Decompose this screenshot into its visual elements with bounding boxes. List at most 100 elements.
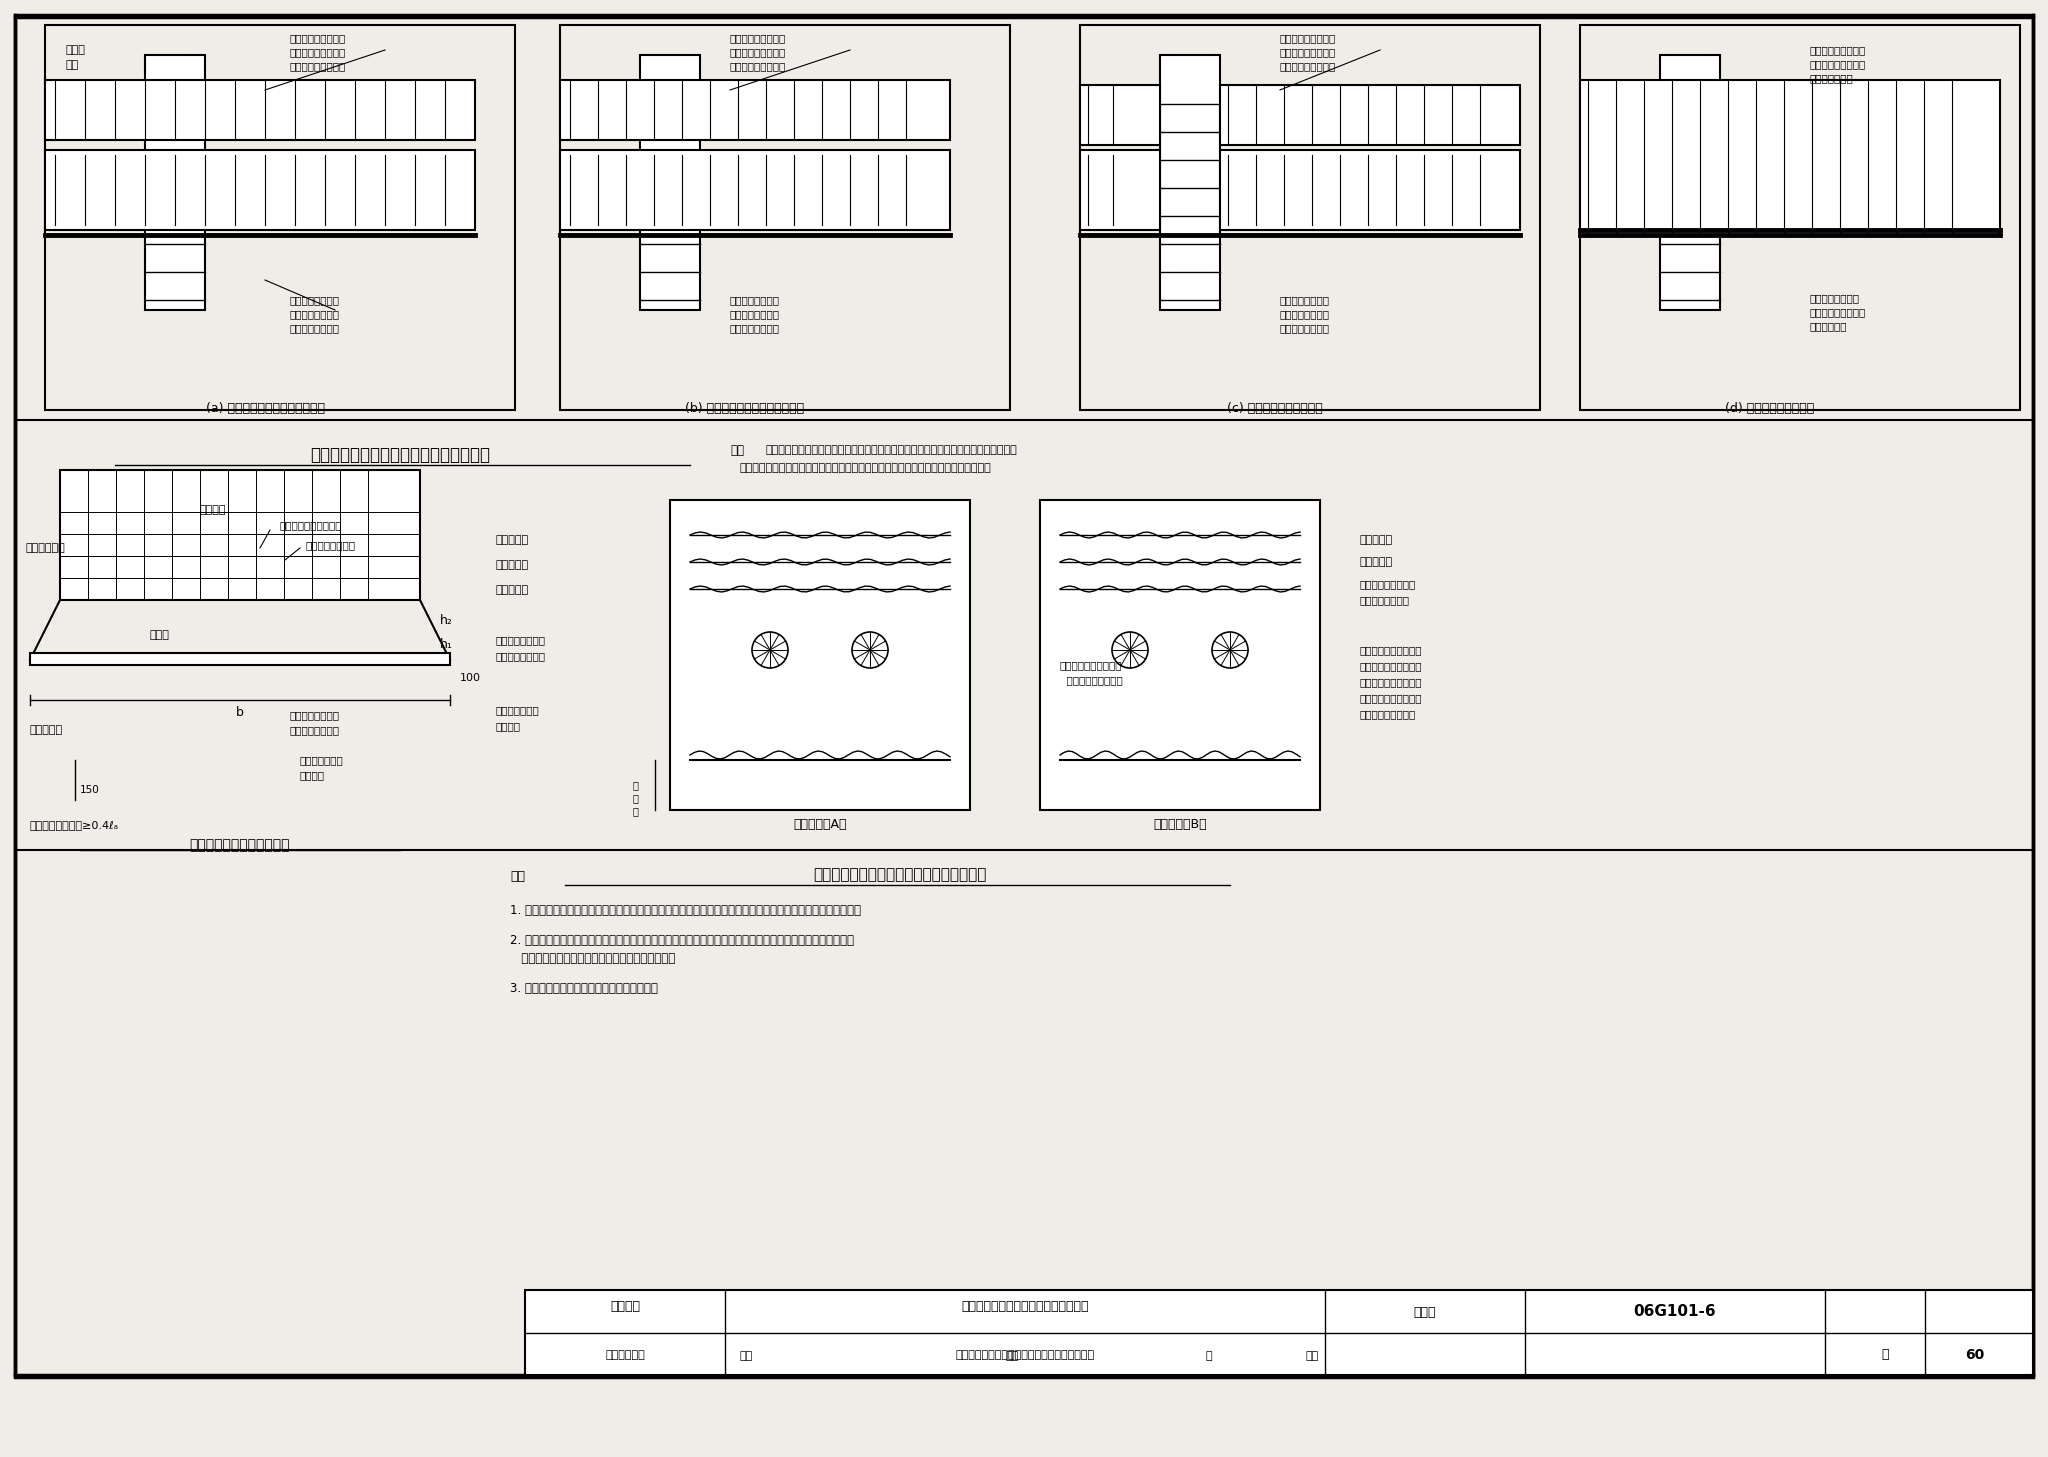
Bar xyxy=(1079,25,1540,409)
Text: 06G101-6: 06G101-6 xyxy=(1634,1304,1716,1320)
Bar xyxy=(1079,85,1159,146)
Text: 板受力钢筋保护层: 板受力钢筋保护层 xyxy=(496,651,545,661)
Bar xyxy=(524,1289,2034,1375)
Text: 设计: 设计 xyxy=(1305,1351,1319,1361)
Bar xyxy=(1579,25,2019,409)
Bar xyxy=(559,80,950,140)
Text: 2. 钢筋层面二：某方向基础梁的底部纵筋，与该方向垂直相交的另一方向条形基础板的底部受力钢筋及另一方: 2. 钢筋层面二：某方向基础梁的底部纵筋，与该方向垂直相交的另一方向条形基础板的… xyxy=(510,934,854,947)
Text: 校对: 校对 xyxy=(1006,1351,1018,1361)
Text: 基础底板受力钢筋: 基础底板受力钢筋 xyxy=(305,541,354,549)
Bar xyxy=(45,150,475,230)
Text: 截面较高的条形基: 截面较高的条形基 xyxy=(1280,294,1329,305)
Text: 钢筋层面三: 钢筋层面三 xyxy=(1360,535,1393,545)
Text: (c) 梁截面不等高十字相交: (c) 梁截面不等高十字相交 xyxy=(1227,402,1323,414)
Text: 混: 混 xyxy=(633,779,637,790)
Text: 1. 钢筋层面一：某方向条形基础板的底部受力钢筋及该方向基础梁的箍筋下平直段（两者相互插空平行布置）。: 1. 钢筋层面一：某方向条形基础板的底部受力钢筋及该方向基础梁的箍筋下平直段（两… xyxy=(510,903,860,916)
Text: 沉降缝宽度: 沉降缝宽度 xyxy=(31,726,63,734)
Bar xyxy=(31,653,451,664)
Bar xyxy=(639,55,700,310)
Text: 础梁的底部纵筋在: 础梁的底部纵筋在 xyxy=(291,309,340,319)
Text: 当与等高条形基础梁交叉时，梁底部和顶部纵筋同在上或同在下，当同在上时，条形基: 当与等高条形基础梁交叉时，梁底部和顶部纵筋同在上或同在下，当同在上时，条形基 xyxy=(766,444,1016,455)
Text: 直径），但基础梁和条: 直径），但基础梁和条 xyxy=(1360,678,1423,688)
Text: 下，箍筋贯通设置: 下，箍筋贯通设置 xyxy=(291,323,340,334)
Text: 础梁的底部纵筋在: 础梁的底部纵筋在 xyxy=(1280,309,1329,319)
Bar xyxy=(59,471,420,600)
Text: 箍筋自梁边开始设置: 箍筋自梁边开始设置 xyxy=(1280,61,1335,71)
Text: 分布筋: 分布筋 xyxy=(150,629,170,640)
Text: 钢筋层面二: 钢筋层面二 xyxy=(1360,557,1393,567)
Text: 侧膜: 侧膜 xyxy=(66,60,78,70)
Text: 制: 制 xyxy=(1204,1351,1212,1361)
Text: 自梁边开始设置: 自梁边开始设置 xyxy=(1810,73,1853,83)
Text: 审核: 审核 xyxy=(739,1351,754,1361)
Text: （剖面示意B）: （剖面示意B） xyxy=(1153,819,1206,832)
Text: 加厚一个纵筋直径）: 加厚一个纵筋直径） xyxy=(1061,675,1122,685)
Text: 础梁和板的标高相对于设计标高整体抬高一个纵筋直径，基础底下的垫层亦相应加厚。: 础梁和板的标高相对于设计标高整体抬高一个纵筋直径，基础底下的垫层亦相应加厚。 xyxy=(739,463,991,474)
Bar xyxy=(1579,80,2001,235)
Text: 选择一向条形基础: 选择一向条形基础 xyxy=(1810,293,1860,303)
Text: 土: 土 xyxy=(633,806,637,816)
Text: 的受力钢筋保护层: 的受力钢筋保护层 xyxy=(1360,594,1409,605)
Text: 3. 钢筋层面三：另一方向基础梁的底部纵筋。: 3. 钢筋层面三：另一方向基础梁的底部纵筋。 xyxy=(510,982,657,995)
Text: 偏心条形基础底板钢筋构造: 偏心条形基础底板钢筋构造 xyxy=(190,838,291,852)
Text: 停至基础墙部，且≥0.4ℓₐ: 停至基础墙部，且≥0.4ℓₐ xyxy=(31,820,119,830)
Text: 底面标高相同的条形基础钢筋交叉构造: 底面标高相同的条形基础钢筋交叉构造 xyxy=(961,1301,1090,1314)
Text: 截面较低的条形基础: 截面较低的条形基础 xyxy=(291,34,346,44)
Text: 钢筋层面三: 钢筋层面三 xyxy=(496,535,528,545)
Bar xyxy=(670,500,971,810)
Text: 截面较高的条形基: 截面较高的条形基 xyxy=(291,294,340,305)
Text: 础梁的底部纵筋在: 础梁的底部纵筋在 xyxy=(729,309,780,319)
Text: 某方向条形基础: 某方向条形基础 xyxy=(299,755,344,765)
Text: （另一方向的基础垫层: （另一方向的基础垫层 xyxy=(1061,660,1122,670)
Text: 注：: 注： xyxy=(510,870,524,883)
Text: (a) 梁截面不等高丁字相交（一）: (a) 梁截面不等高丁字相交（一） xyxy=(205,402,324,414)
Text: 底部纵筋在上，箍筋: 底部纵筋在上，箍筋 xyxy=(1810,58,1866,68)
Text: b: b xyxy=(236,705,244,718)
Bar xyxy=(1221,85,1520,146)
Text: 底面标高相同的条形基础底部钢筋层面布置: 底面标高相同的条形基础底部钢筋层面布置 xyxy=(813,867,987,883)
Text: 面标高（抬高一个纵筋: 面标高（抬高一个纵筋 xyxy=(1360,661,1423,672)
Text: 形基础底板的截面高度: 形基础底板的截面高度 xyxy=(1360,694,1423,702)
Text: 向基础梁的箍筋下平直段（两者插空平行布置）。: 向基础梁的箍筋下平直段（两者插空平行布置）。 xyxy=(510,951,676,965)
Text: 梁的底部纵筋在下，: 梁的底部纵筋在下， xyxy=(1810,307,1866,318)
Text: 其他类型基础: 其他类型基础 xyxy=(25,543,66,554)
Bar xyxy=(45,25,514,409)
Text: 相砂填实: 相砂填实 xyxy=(201,506,227,514)
Text: 页: 页 xyxy=(1882,1349,1888,1361)
Bar xyxy=(1079,150,1159,230)
Text: 60: 60 xyxy=(1966,1348,1985,1362)
Text: 100: 100 xyxy=(461,673,481,683)
Text: （剖面示意A）: （剖面示意A） xyxy=(793,819,846,832)
Bar xyxy=(145,55,205,310)
Text: 底面标高: 底面标高 xyxy=(299,769,326,779)
Text: 截面较高的条形基: 截面较高的条形基 xyxy=(729,294,780,305)
Text: 标准构造详图: 标准构造详图 xyxy=(604,1351,645,1359)
Text: 图集号: 图集号 xyxy=(1413,1305,1436,1319)
Text: 截面较低的条形基础: 截面较低的条形基础 xyxy=(729,34,786,44)
Text: 底面标高相同的条形基础梁钢筋交叉构造: 底面标高相同的条形基础梁钢筋交叉构造 xyxy=(309,446,489,463)
Bar xyxy=(1040,500,1321,810)
Text: 截面较低的条形基础: 截面较低的条形基础 xyxy=(1280,34,1335,44)
Text: h₁: h₁ xyxy=(440,638,453,651)
Text: 下，箍筋贯通设置: 下，箍筋贯通设置 xyxy=(1280,323,1329,334)
Text: (b) 梁截面不等高丁字相交（二）: (b) 梁截面不等高丁字相交（二） xyxy=(686,402,805,414)
Text: 梁的底部纵筋在上，: 梁的底部纵筋在上， xyxy=(1280,47,1335,57)
Text: h₂: h₂ xyxy=(440,613,453,627)
Text: 梁包柱: 梁包柱 xyxy=(66,45,84,55)
Text: 注：: 注： xyxy=(729,443,743,456)
Bar xyxy=(1221,150,1520,230)
Text: 某方向条形基础底: 某方向条形基础底 xyxy=(496,635,545,645)
Text: 钢筋层面一: 钢筋层面一 xyxy=(496,586,528,594)
Bar xyxy=(1661,55,1720,310)
Text: 某方向条形基础: 某方向条形基础 xyxy=(496,705,539,715)
Text: 底面标高: 底面标高 xyxy=(496,721,520,731)
Bar xyxy=(559,25,1010,409)
Text: 不变（即整体抬高）: 不变（即整体抬高） xyxy=(1360,710,1417,718)
Text: 某方向条形基础底: 某方向条形基础底 xyxy=(291,710,340,720)
Text: 条形基础梁及基础圈梁: 条形基础梁及基础圈梁 xyxy=(281,520,342,530)
Text: 150: 150 xyxy=(80,785,100,796)
Text: 箍筋贯通设置: 箍筋贯通设置 xyxy=(1810,321,1847,331)
Text: 偏心条形基础底板钢筋构造、底部钢筋层面布置: 偏心条形基础底板钢筋构造、底部钢筋层面布置 xyxy=(956,1351,1094,1359)
Text: 梁的底部纵筋在上，: 梁的底部纵筋在上， xyxy=(729,47,786,57)
Text: 第二部分: 第二部分 xyxy=(610,1301,639,1314)
